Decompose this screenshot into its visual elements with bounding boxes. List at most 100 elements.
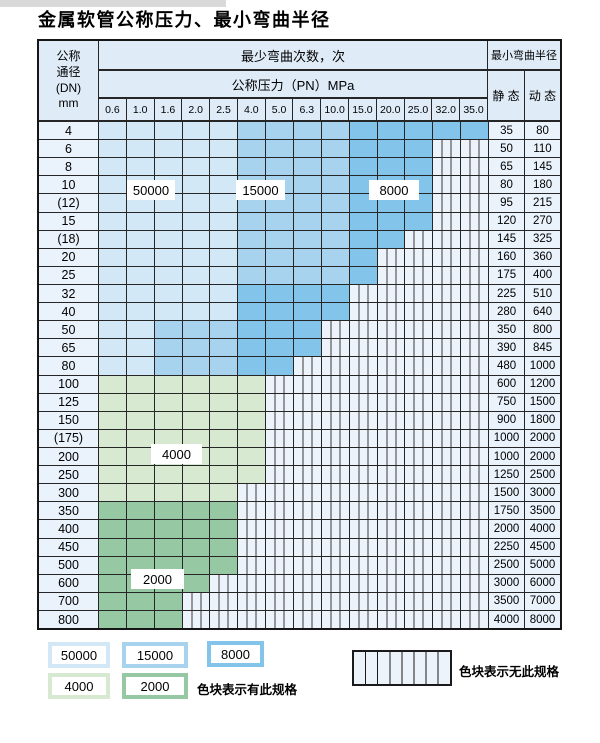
- no-spec-cell: [348, 429, 377, 447]
- static-radius-value: 95: [488, 194, 525, 212]
- no-spec-cell: [348, 411, 377, 429]
- no-spec-cell: [293, 411, 321, 429]
- table-row-dn-18: (18) 145 325: [39, 229, 561, 248]
- nominal-pressure-header: 公称压力（PN）MPa: [99, 71, 487, 99]
- spec-cell: [99, 284, 126, 303]
- no-spec-cell: [460, 556, 489, 574]
- dynamic-radius-value: 1800: [524, 411, 561, 429]
- spec-cell: [99, 339, 126, 357]
- no-spec-cell: [348, 484, 377, 502]
- no-spec-cell: [404, 248, 433, 266]
- dn-label: 20: [39, 248, 99, 266]
- dn-label: 65: [39, 339, 99, 357]
- no-spec-cell: [265, 556, 294, 574]
- no-spec-cell: [376, 466, 405, 484]
- spec-cell: [348, 158, 377, 176]
- spec-cell: [99, 592, 126, 610]
- static-dynamic-headers: 静 态 动 态: [488, 71, 560, 120]
- no-spec-cell: [320, 484, 349, 502]
- spec-cell: [125, 248, 154, 266]
- spec-cell: [320, 176, 349, 194]
- spec-cell: [181, 357, 210, 375]
- no-spec-cell: [404, 592, 433, 610]
- pressure-col-header: 10.0: [320, 99, 348, 120]
- spec-cell: [209, 266, 238, 284]
- spec-cell: [209, 357, 238, 375]
- spec-cell: [125, 266, 154, 284]
- table-row-dn-250: 250 1250 2500: [39, 465, 561, 484]
- dynamic-radius-value: 7000: [524, 592, 561, 610]
- dynamic-radius-value: 145: [524, 158, 561, 176]
- no-spec-cell: [404, 411, 433, 429]
- table-row-dn-600: 600 3000 6000: [39, 573, 561, 592]
- spec-cell: [153, 321, 182, 339]
- spec-cell: [265, 266, 294, 284]
- spec-cell: [237, 158, 266, 176]
- no-spec-cell: [376, 538, 405, 556]
- no-spec-cell: [432, 321, 461, 339]
- no-spec-cell: [209, 574, 238, 592]
- no-spec-cell: [376, 357, 405, 375]
- no-spec-cell: [404, 556, 433, 574]
- no-spec-cell: [376, 339, 405, 357]
- no-spec-cell: [265, 375, 294, 393]
- spec-cell: [181, 484, 210, 502]
- spec-cell: [376, 158, 405, 176]
- no-spec-cell: [293, 466, 321, 484]
- pressure-col-header: 35.0: [459, 99, 487, 120]
- dn-label: 250: [39, 466, 99, 484]
- no-spec-cell: [432, 194, 461, 212]
- legend-swatch-label: 4000: [52, 677, 106, 695]
- static-radius-value: 280: [488, 303, 525, 321]
- no-spec-cell: [320, 574, 349, 592]
- spec-cell: [125, 339, 154, 357]
- no-spec-cell: [460, 411, 489, 429]
- spec-cell: [153, 393, 182, 411]
- spec-cell: [125, 502, 154, 520]
- spec-cell: [99, 484, 126, 502]
- dn-line-3: (DN): [55, 80, 82, 95]
- no-spec-cell: [432, 538, 461, 556]
- no-spec-cell: [460, 574, 489, 592]
- dn-label: 25: [39, 266, 99, 284]
- no-spec-cell: [432, 411, 461, 429]
- no-spec-cell: [320, 411, 349, 429]
- no-spec-cell: [376, 556, 405, 574]
- static-header: 静 态: [492, 89, 520, 103]
- spec-cell: [153, 484, 182, 502]
- table-row-dn-65: 65 390 845: [39, 338, 561, 357]
- bend-cycles-header: 最少弯曲次数，次: [99, 41, 487, 71]
- dynamic-radius-value: 1200: [524, 375, 561, 393]
- spec-cell: [348, 248, 377, 266]
- spec-table: 公称 通径 (DN) mm 最少弯曲次数，次 公称压力（PN）MPa 0.6 1.…: [37, 39, 562, 630]
- pressure-col-header: 1.0: [125, 99, 154, 120]
- spec-cell: [125, 429, 154, 447]
- spec-cell: [293, 140, 321, 158]
- static-radius-value: 225: [488, 284, 525, 303]
- spec-cell: [125, 393, 154, 411]
- no-spec-cell: [432, 284, 461, 303]
- static-radius-value: 3000: [488, 574, 525, 592]
- no-spec-cell: [404, 484, 433, 502]
- no-spec-cell: [348, 538, 377, 556]
- spec-cell: [237, 357, 266, 375]
- dynamic-radius-value: 400: [524, 266, 561, 284]
- dynamic-radius-value: 5000: [524, 556, 561, 574]
- table-row-dn-150: 150 900 1800: [39, 410, 561, 429]
- no-spec-cell: [404, 538, 433, 556]
- min-radius-header: 最小弯曲半径: [488, 41, 560, 71]
- spec-cell: [265, 321, 294, 339]
- no-spec-cell: [348, 610, 377, 629]
- spec-cell: [153, 303, 182, 321]
- spec-cell: [99, 140, 126, 158]
- legend-swatch-label: 8000: [211, 645, 260, 663]
- no-spec-cell: [432, 447, 461, 466]
- spec-cell: [293, 158, 321, 176]
- table-row-dn-200: 200 1000 2000: [39, 446, 561, 466]
- spec-cell: [209, 303, 238, 321]
- no-spec-cell: [320, 339, 349, 357]
- dn-label: 40: [39, 303, 99, 321]
- spec-cell: [348, 122, 377, 140]
- spec-cell: [265, 284, 294, 303]
- no-spec-cell: [404, 520, 433, 538]
